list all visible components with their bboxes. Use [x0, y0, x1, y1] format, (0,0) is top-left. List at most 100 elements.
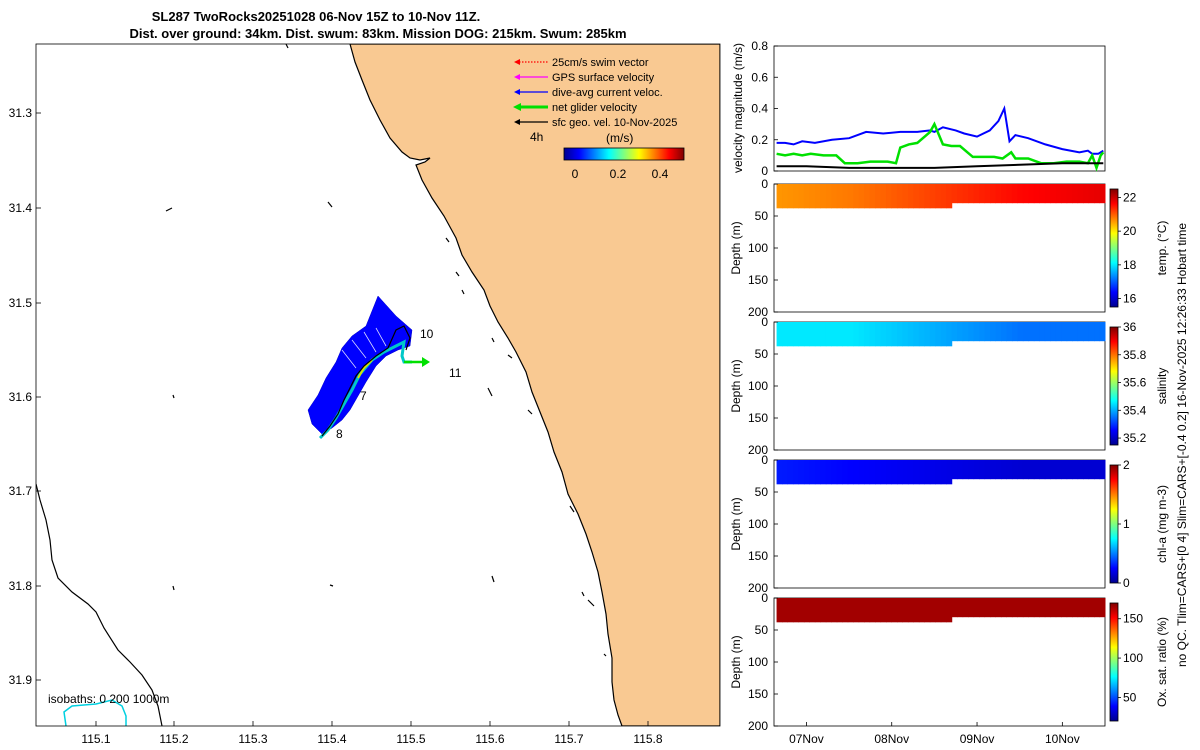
velocity-lines [776, 105, 1105, 172]
day-label-11: 11 [449, 366, 462, 380]
section-cell [1044, 598, 1051, 618]
section-cell [831, 460, 838, 485]
section-cell [875, 598, 882, 623]
section-cell [842, 460, 849, 485]
speed-colorbar [563, 147, 685, 161]
section-cell [847, 184, 854, 209]
section-cell [1088, 184, 1095, 204]
section-cell [1050, 184, 1057, 204]
section-cell [918, 184, 925, 209]
section-cell [847, 460, 854, 485]
colorbar-tick-2: 0.4 [652, 167, 669, 181]
section-cell [836, 460, 843, 485]
velocity-ytick-label: 0 [761, 164, 768, 178]
section-cell [1044, 184, 1051, 204]
depth-ytick-label: 50 [755, 623, 769, 637]
section-cell [886, 598, 893, 623]
section-cell [825, 598, 832, 623]
map-ytick-label: 31.8 [9, 579, 33, 593]
depth-ytick-label: 100 [748, 517, 768, 531]
section-cell [929, 184, 936, 209]
section-cell [825, 322, 832, 347]
section-cell [1050, 598, 1057, 618]
section-cell [995, 184, 1002, 204]
section-cell [836, 598, 843, 623]
section-cell [957, 322, 964, 342]
section-cell [1011, 460, 1018, 480]
section-cell [814, 598, 821, 623]
section-cell [918, 322, 925, 347]
section-cell [1000, 598, 1007, 618]
depth-panel-oxygen: 0 50 100 150 200 Depth (m) 50 100 150 Ox. sat. ra… [729, 591, 1169, 733]
section-cell [787, 598, 794, 623]
legend-label-dive: dive-avg current veloc. [552, 87, 663, 99]
section-cell [1072, 460, 1079, 480]
section-cell [984, 460, 991, 480]
section-cell [814, 322, 821, 347]
colorbar-tick-label: 35.8 [1123, 348, 1147, 362]
section-cell [858, 460, 865, 485]
section-cell [935, 184, 942, 209]
section-cell [1094, 598, 1101, 618]
section-cell [869, 322, 876, 347]
colorbar-tick-label: 35.2 [1123, 431, 1147, 445]
legend-label-swim: 25cm/s swim vector [552, 57, 649, 69]
section-cell [836, 184, 843, 209]
section-cell [809, 184, 816, 209]
section-cell [880, 184, 887, 209]
section-cell [1050, 322, 1057, 342]
map-ytick-label: 31.6 [9, 390, 33, 404]
section-cell [1011, 322, 1018, 342]
legend-arrowhead-net [513, 103, 521, 111]
section-cell [787, 322, 794, 347]
map-ytick-label: 31.9 [9, 673, 33, 687]
reef-4 [487, 387, 493, 397]
colorbar-tick-1: 0.2 [610, 167, 627, 181]
colorbar-tick-label: 18 [1123, 258, 1137, 272]
section-cell [951, 460, 958, 480]
chlorophyll-section-fill [776, 460, 1106, 485]
section-cell [973, 322, 980, 342]
section-cell [907, 598, 914, 623]
depth-panel-temperature: 0 50 100 150 200 Depth (m) 16 18 20 22 temp. (°C) [729, 177, 1169, 319]
reef-5 [172, 585, 175, 591]
section-cell [1088, 322, 1095, 342]
section-cell [1022, 598, 1029, 618]
section-cell [1000, 322, 1007, 342]
section-cell [1088, 598, 1095, 618]
section-cell [809, 322, 816, 347]
section-cell [820, 322, 827, 347]
section-cell [776, 184, 783, 209]
section-cell [1094, 184, 1101, 204]
colorbar-tick-label: 150 [1123, 612, 1143, 626]
section-cell [935, 460, 942, 485]
section-cell [1011, 598, 1018, 618]
section-cell [940, 184, 947, 209]
section-cell [968, 598, 975, 618]
section-cell [1028, 460, 1035, 480]
section-cell [1061, 184, 1068, 204]
section-cell [1033, 598, 1040, 618]
section-cell [907, 322, 914, 347]
colorbar-label: salinity [1155, 368, 1169, 405]
section-cell [1061, 598, 1068, 618]
section-cell [1072, 184, 1079, 204]
section-cell [1017, 598, 1024, 618]
section-cell [1028, 598, 1035, 618]
section-cell [962, 460, 969, 480]
oxygen-section-fill [776, 598, 1106, 623]
section-cell [875, 460, 882, 485]
legend-arrowhead-sfc [514, 119, 520, 125]
time-step-label: 4h [530, 130, 543, 144]
colorbar-tick-label: 20 [1123, 224, 1137, 238]
colorbar-label: temp. (°C) [1155, 221, 1169, 276]
colorbar-tick-label: 36 [1123, 320, 1137, 334]
section-cell [1055, 322, 1062, 342]
section-cell [1022, 322, 1029, 342]
section-cell [803, 322, 810, 347]
salinity-colorbar [1109, 326, 1119, 446]
section-cell [869, 460, 876, 485]
depth-panel-chlorophyll: 0 50 100 150 200 Depth (m) 0 1 2 chl-a (mg m-3) [729, 453, 1169, 595]
velocity-panel: 0 0.2 0.4 0.6 0.8 velocity magnitude (m/s) [731, 39, 1106, 178]
section-cell [869, 598, 876, 623]
